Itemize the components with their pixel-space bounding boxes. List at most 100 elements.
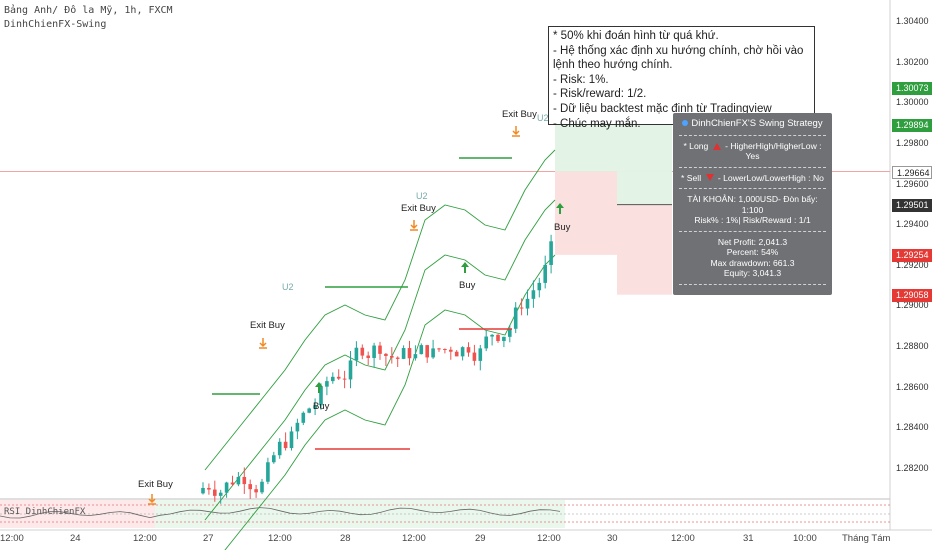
candle-body (283, 441, 288, 449)
time-tick-label: 12:00 (402, 533, 426, 544)
candle-body (484, 336, 488, 349)
candle-body (366, 355, 370, 358)
exit-arrow-icon (259, 338, 267, 349)
long-text: - HigherHigh/HigherLow : Yes (725, 140, 822, 162)
risk-line: Risk% : 1%| Risk/Reward : 1/1 (694, 215, 811, 225)
sell-text: - LowerLow/LowerHigh : No (717, 172, 824, 183)
net-profit: Net Profit: 2,041.3 (717, 236, 788, 247)
rsi-line (0, 507, 561, 519)
time-tick-label: 12:00 (268, 533, 292, 544)
note-line: - Risk: 1%. (553, 73, 609, 86)
candle-body (289, 431, 294, 449)
price-badge: 1.29664 (892, 165, 932, 179)
price-tick-label: 1.29200 (896, 259, 929, 270)
price-badge: 1.29058 (892, 288, 932, 302)
price-tick-label: 1.28200 (896, 463, 929, 473)
percent: Percent: 54% (726, 247, 779, 257)
note-line: * 50% khi đoán hình từ quá khứ. (553, 30, 719, 42)
price-tick-label: 1.29000 (896, 300, 929, 311)
time-tick-label: 12:00 (133, 533, 157, 544)
price-tick-label: 1.29400 (896, 219, 929, 230)
exit-arrow-icon (512, 126, 520, 137)
candle-body (431, 348, 435, 358)
note-line: - Hệ thống xác định xu hướng chính, chờ … (553, 44, 804, 72)
candle-body (277, 441, 282, 456)
time-tick-label: Tháng Tám (842, 533, 891, 544)
buy-label: Buy (313, 401, 330, 412)
u2-label: U2 (537, 113, 549, 123)
candle-body (395, 357, 400, 359)
candle-body (531, 290, 536, 299)
sell-label: * Sell (681, 172, 702, 183)
pin-icon (682, 120, 689, 126)
exit-arrow-icon (148, 494, 156, 505)
candle-body (549, 241, 553, 265)
buy-label: Buy (459, 280, 476, 291)
candle-body (372, 345, 376, 358)
candle-body (307, 408, 311, 413)
candle-body (360, 347, 365, 356)
time-tick-label: 12:00 (0, 533, 24, 544)
triangle-down-icon (705, 173, 714, 181)
time-tick-label: 30 (607, 533, 618, 544)
candle-body (401, 348, 406, 359)
candle-body (319, 386, 323, 406)
candle-body (443, 348, 447, 350)
candle-body (513, 307, 518, 329)
candle-body (519, 307, 524, 309)
buy-arrow-icon (461, 262, 469, 273)
price-badge: 1.29254 (892, 248, 932, 262)
price-tick-label: 1.28400 (896, 422, 929, 433)
equity: Equity: 3,041.3 (723, 268, 782, 278)
time-tick-label: 12:00 (537, 533, 561, 544)
take-profit-zone (555, 124, 672, 172)
exit-buy-label: Exit Buy (502, 109, 537, 120)
time-tick-label: 27 (203, 533, 214, 544)
candle-body (478, 348, 483, 361)
max-drawdown: Max drawdown: 661.3 (710, 257, 795, 268)
candle-body (466, 347, 471, 353)
price-tick-label: 1.28600 (896, 381, 929, 392)
candle-body (336, 376, 341, 379)
buy-arrow-icon (556, 203, 564, 214)
long-label: * Long (683, 140, 709, 151)
price-badge: 1.29894 (892, 118, 932, 132)
symbol-title: Bảng Anh/ Đô la Mỹ, 1h, FXCM (4, 5, 173, 16)
price-tick-label: 1.29600 (896, 178, 929, 189)
price-tick-label: 1.30200 (896, 56, 929, 67)
candle-body (230, 482, 235, 485)
time-tick-label: 10:00 (793, 533, 817, 544)
take-profit-zone (617, 171, 672, 205)
indicator-name: DinhChienFX-Swing (4, 19, 107, 30)
time-tick-label: 29 (475, 533, 486, 544)
candle-body (508, 328, 512, 337)
candle-body (224, 482, 229, 493)
candle-body (407, 348, 412, 359)
legend-title: DinhChienFX'S Swing Strategy (691, 118, 823, 129)
candle-body (525, 298, 530, 309)
price-tick-label: 1.28800 (896, 341, 929, 352)
candle-body (490, 334, 494, 337)
candle-body (325, 381, 329, 387)
time-tick-label: 31 (743, 533, 754, 544)
candle-body (378, 345, 382, 354)
buy-label: Buy (554, 222, 571, 233)
price-tick-label: 1.29800 (896, 137, 929, 148)
candle-body (384, 353, 388, 356)
candle-body (437, 348, 441, 350)
upper-band (204, 149, 556, 471)
candle-body (218, 492, 223, 496)
candle-body (425, 345, 429, 358)
time-tick-label: 24 (70, 533, 81, 544)
stop-loss-zone (555, 171, 617, 255)
candle-body (449, 349, 453, 352)
candle-body (354, 347, 359, 361)
triangle-up-icon (712, 142, 721, 150)
candle-body (419, 345, 424, 355)
lower-band (224, 254, 556, 550)
candle-body (260, 481, 264, 493)
candle-body (272, 455, 276, 463)
price-tick-label: 1.30400 (896, 16, 929, 26)
u2-label: U2 (416, 191, 428, 201)
buy-arrow-icon (315, 382, 323, 393)
